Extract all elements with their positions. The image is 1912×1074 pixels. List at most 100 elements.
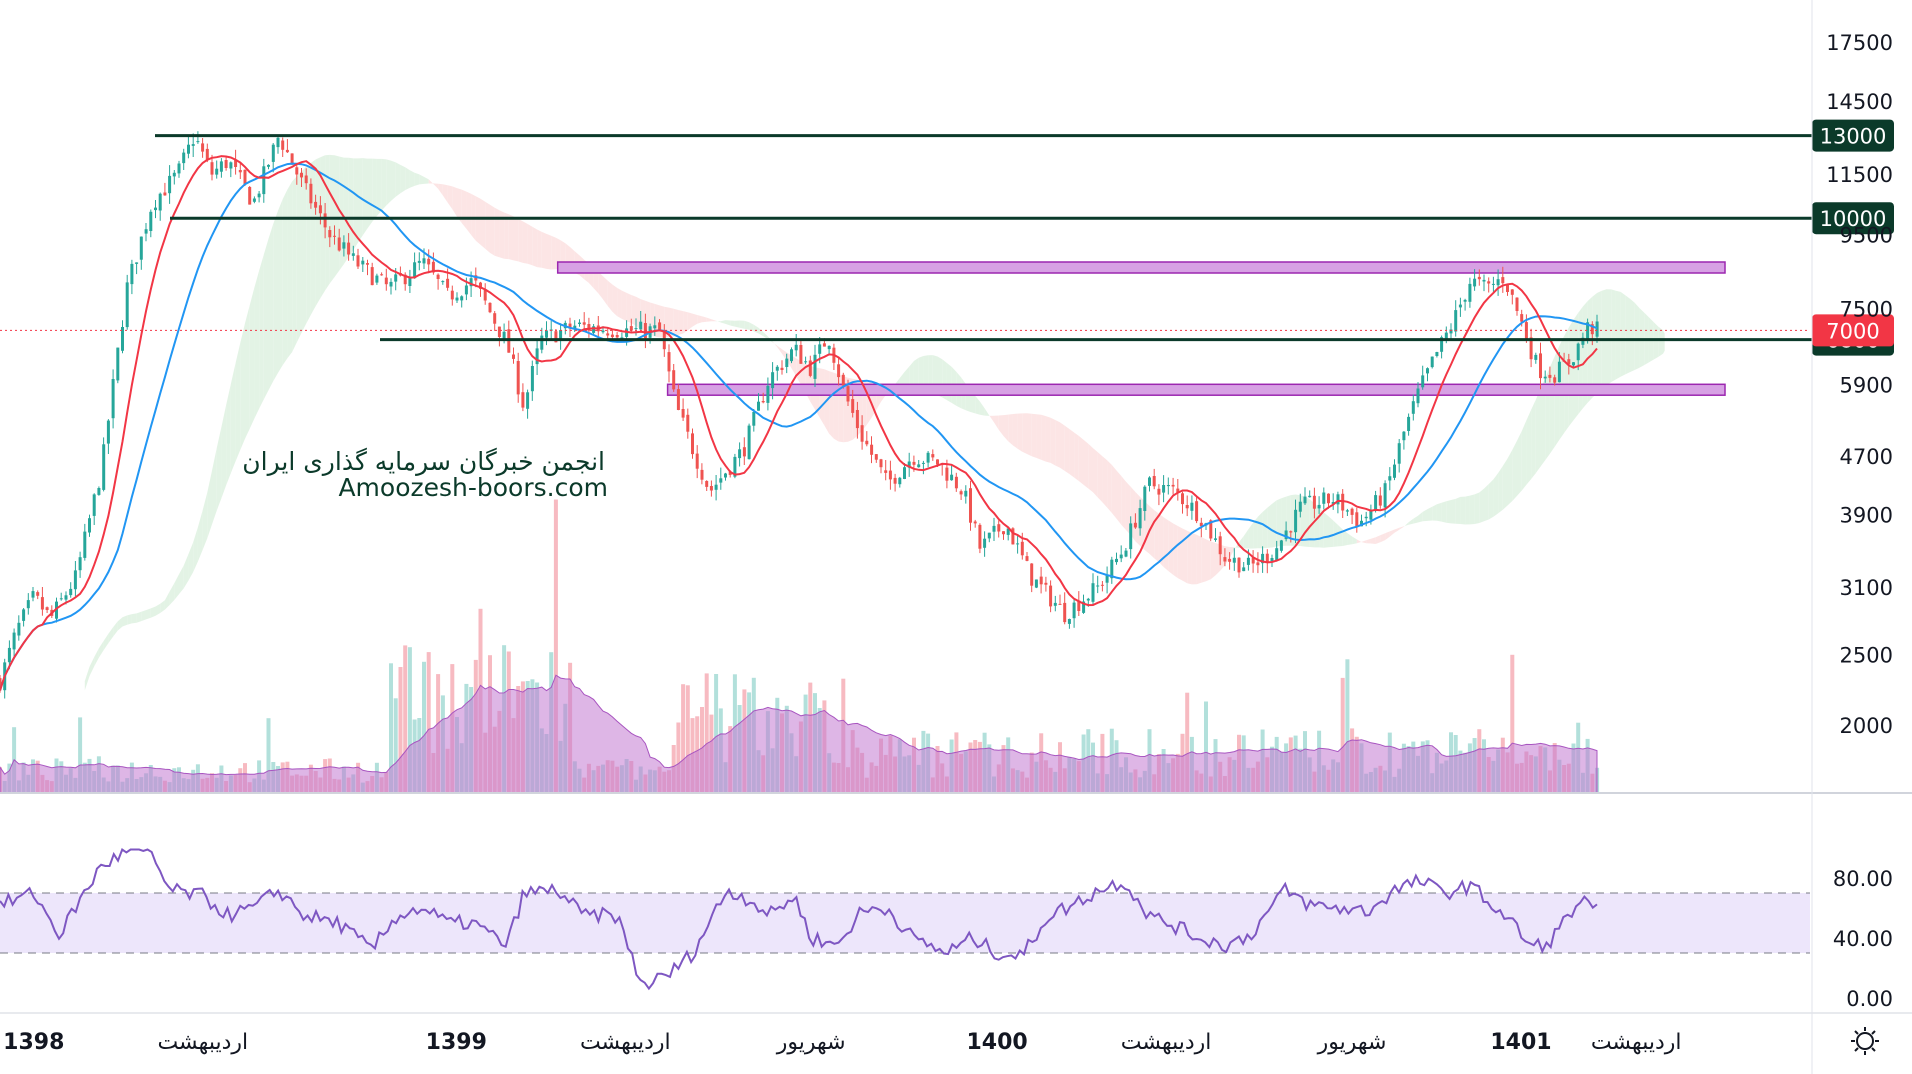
candle-body: [380, 274, 384, 276]
candle-body: [837, 364, 841, 378]
candle-body: [667, 352, 671, 372]
cloud-segment: [1361, 540, 1367, 544]
volume-bar: [681, 684, 686, 793]
cloud-segment: [1187, 530, 1192, 585]
cloud-segment: [1620, 291, 1626, 377]
candle-body: [1091, 583, 1095, 602]
cloud-segment: [400, 164, 406, 194]
candle-body: [870, 444, 874, 455]
cloud-segment: [1088, 443, 1093, 493]
cloud-segment: [1441, 501, 1447, 523]
candle-body: [384, 277, 388, 285]
candle-body: [460, 296, 464, 301]
candle-body: [1053, 602, 1057, 606]
cloud-segment: [442, 184, 448, 203]
cloud-segment: [164, 591, 170, 610]
cloud-segment: [687, 312, 693, 331]
time-tick-label: اردیبهشت: [1121, 1030, 1212, 1055]
cloud-segment: [424, 176, 429, 184]
candle-body: [841, 374, 845, 386]
candle-body: [1468, 283, 1472, 302]
watermark-persian: انجمن خبرگان سرمایه گذاری ایران: [242, 447, 605, 476]
candle-body: [26, 600, 30, 609]
cloud-segment: [636, 296, 641, 330]
volume-bar: [685, 685, 690, 793]
candle-body: [676, 389, 680, 410]
cloud-segment: [829, 371, 834, 439]
candle-body: [1482, 279, 1486, 282]
cloud-segment: [1064, 425, 1070, 474]
cloud-segment: [343, 157, 349, 265]
candle-body: [512, 354, 515, 359]
candle-body: [1143, 486, 1147, 511]
candle-body: [78, 557, 82, 571]
candle-body: [149, 211, 153, 231]
cloud-segment: [1158, 513, 1164, 567]
cloud-segment: [593, 267, 599, 294]
candle-body: [1105, 575, 1109, 583]
candle-body: [347, 242, 351, 255]
cloud-segment: [1125, 481, 1131, 535]
candle-body: [314, 201, 318, 208]
candle-body: [1534, 354, 1538, 360]
cloud-segment: [1102, 456, 1108, 508]
candle-body: [1539, 353, 1542, 379]
cloud-segment: [989, 415, 994, 423]
cloud-segment: [273, 210, 278, 382]
candle-body: [83, 531, 87, 558]
cloud-segment: [358, 158, 363, 243]
candle-body: [813, 354, 817, 379]
candle-body: [1096, 585, 1100, 587]
cloud-segment: [84, 666, 90, 691]
cloud-segment: [1206, 539, 1211, 582]
candle-body: [446, 278, 450, 288]
volume-bar: [393, 698, 398, 793]
settings-gear-icon[interactable]: [1851, 1027, 1879, 1055]
candle-body: [1576, 343, 1580, 361]
cloud-segment: [730, 320, 735, 327]
cloud-segment: [1634, 302, 1640, 370]
candle-body: [1369, 509, 1373, 520]
cloud-segment: [98, 641, 104, 658]
candle-body: [1279, 540, 1283, 551]
candle-body: [1557, 361, 1561, 383]
candle-body: [1590, 324, 1594, 335]
cloud-segment: [998, 415, 1004, 436]
cloud-segment: [1111, 464, 1117, 519]
candle-body: [950, 474, 954, 481]
candle-body: [1440, 337, 1444, 352]
cloud-segment: [1045, 416, 1051, 463]
candle-body: [615, 335, 619, 338]
candle-body: [493, 313, 497, 324]
cloud-segment: [1229, 547, 1235, 558]
time-tick-label: شهریور: [1317, 1030, 1387, 1055]
time-tick-label: اردیبهشت: [157, 1030, 248, 1055]
candle-body: [1261, 553, 1265, 564]
cloud-segment: [179, 565, 184, 595]
price-tick-label: 2000: [1840, 714, 1893, 738]
candle-body: [281, 140, 285, 150]
candle-body: [917, 464, 921, 468]
cloud-segment: [141, 610, 146, 622]
cloud-segment: [1027, 413, 1032, 457]
cloud-segment: [1460, 496, 1466, 525]
cloud-segment: [226, 384, 231, 486]
cloud-segment: [1036, 414, 1042, 460]
cloud-segment: [607, 280, 613, 312]
candle-body: [300, 172, 303, 178]
candle-body: [224, 160, 228, 168]
cloud-segment: [1549, 356, 1555, 454]
moving-average-slow-line: [0, 162, 1598, 691]
candle-body: [97, 488, 101, 495]
cloud-segment: [1564, 327, 1569, 433]
cloud-segment: [720, 320, 726, 324]
candle-body: [1284, 530, 1288, 540]
moving-average-fast-line: [0, 155, 1598, 691]
cloud-segment: [122, 615, 128, 627]
rsi-tick-label: 40.00: [1833, 927, 1893, 951]
cloud-segment: [1436, 502, 1442, 522]
resistance-zones: [556, 261, 1726, 396]
candle-body: [691, 433, 694, 455]
candle-body: [521, 392, 525, 408]
candle-body: [1303, 496, 1307, 504]
